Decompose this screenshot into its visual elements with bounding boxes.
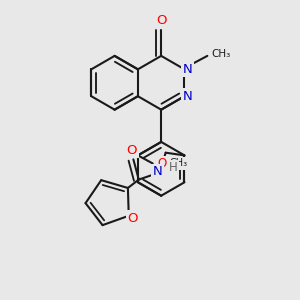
Text: CH₃: CH₃ bbox=[212, 50, 231, 59]
Text: CH₃: CH₃ bbox=[170, 158, 188, 168]
Text: O: O bbox=[157, 157, 166, 170]
Text: N: N bbox=[182, 90, 192, 103]
Text: O: O bbox=[156, 14, 166, 27]
Text: O: O bbox=[127, 212, 137, 225]
Text: N: N bbox=[153, 165, 163, 178]
Text: N: N bbox=[182, 63, 192, 76]
Text: O: O bbox=[127, 144, 137, 157]
Text: H: H bbox=[169, 161, 178, 175]
